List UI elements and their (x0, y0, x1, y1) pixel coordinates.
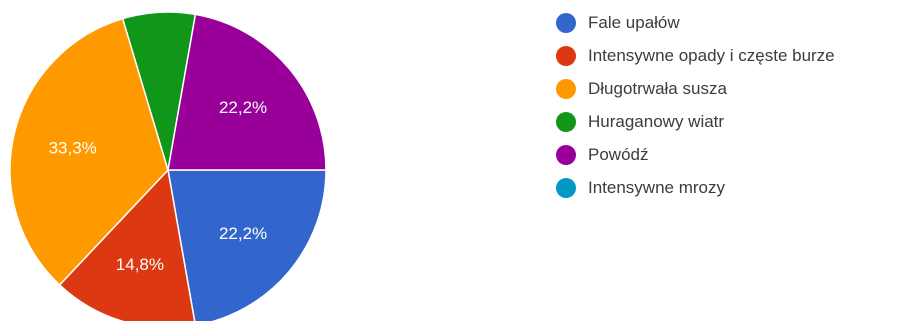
legend-label: Długotrwała susza (588, 78, 727, 98)
pie-slice-powodz[interactable] (167, 13, 327, 171)
pie-slice-label-fale-upalow: 22,2% (219, 224, 267, 243)
legend-item-intensywne-mrozy[interactable]: Intensywne mrozy (556, 171, 835, 204)
legend-label: Powódź (588, 144, 649, 164)
legend-label: Fale upałów (588, 12, 680, 32)
legend-swatch (556, 78, 576, 99)
legend-swatch (556, 111, 576, 132)
legend-swatch (556, 45, 576, 66)
pie-slice-fale-upalow[interactable] (167, 169, 327, 321)
chart-legend: Fale upałów Intensywne opady i częste bu… (556, 6, 835, 204)
pie-slice-label-intensywne-opady: 14,8% (116, 255, 164, 274)
legend-swatch (556, 144, 576, 165)
legend-swatch (556, 177, 576, 198)
pie-slice-intensywne-opady[interactable] (58, 168, 196, 321)
legend-label: Intensywne opady i częste burze (588, 45, 835, 65)
pie-slice-label-dlugotrwala-susza: 33,3% (49, 138, 97, 157)
legend-label: Intensywne mrozy (588, 177, 725, 197)
legend-label: Huraganowy wiatr (588, 111, 725, 131)
pie-slice-label-powodz: 22,2% (219, 98, 267, 117)
legend-swatch (556, 12, 576, 33)
legend-item-powodz[interactable]: Powódź (556, 138, 835, 171)
legend-item-intensywne-opady[interactable]: Intensywne opady i częste burze (556, 39, 835, 72)
legend-item-huraganowy-wiatr[interactable]: Huraganowy wiatr (556, 105, 835, 138)
pie-slice-dlugotrwala-susza[interactable] (9, 17, 169, 286)
legend-item-fale-upalow[interactable]: Fale upałów (556, 6, 835, 39)
legend-item-dlugotrwala-susza[interactable]: Długotrwała susza (556, 72, 835, 105)
